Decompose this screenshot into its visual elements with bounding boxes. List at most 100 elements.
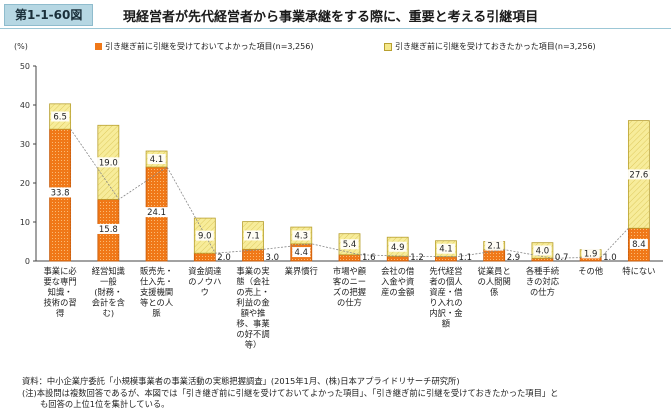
data-label-bg-series1 (48, 187, 72, 198)
x-category-label: 事業に必 (44, 266, 78, 276)
data-label-bg-series2 (533, 245, 552, 256)
x-category-label: 入金や資 (381, 277, 414, 287)
data-label-series2: 27.6 (629, 170, 648, 180)
x-category-label: 産の金額 (381, 287, 414, 297)
y-tick-label: 50 (20, 62, 30, 71)
x-category-label: 係 (490, 287, 498, 297)
figure-number: 第1-1-60図 (4, 4, 94, 26)
legend-item-series2: 引き継ぎ前に引継を受けておきたかった項目(n=3,256) (384, 41, 596, 52)
legend-swatch-series1 (95, 43, 102, 50)
data-label-series1: 1.2 (410, 253, 424, 263)
data-label-bg-series2 (51, 111, 70, 122)
x-category-label: ウ (201, 287, 209, 297)
y-tick-label: 40 (20, 101, 30, 110)
x-category-label: 脈 (152, 308, 160, 318)
x-category-label: 額 (442, 319, 450, 329)
data-label-series1: 4.4 (295, 248, 309, 258)
x-category-label: 要な専門 (44, 277, 77, 287)
data-label-series1: 33.8 (51, 188, 70, 198)
bar-series1 (386, 255, 409, 262)
data-label-series2: 2.1 (487, 242, 501, 252)
x-category-label: ズの把握 (333, 287, 366, 297)
x-category-label: 一般 (100, 277, 117, 287)
data-label-series1: 1.0 (603, 253, 617, 263)
data-label-bg-series2 (96, 157, 120, 168)
data-label-series1: 3.0 (266, 253, 280, 263)
data-label-series2: 19.0 (99, 158, 118, 168)
footnote-line-1: (注)本設問は複数回答であるが、本図では「引き継ぎ前に引継を受けておいてよかった… (22, 388, 559, 398)
x-category-label: 技術の習 (44, 298, 77, 308)
x-category-label: 仕入先・ (140, 277, 173, 287)
data-label-series1: 8.4 (632, 240, 646, 250)
x-category-label: 得 (56, 308, 64, 318)
x-category-label: 支援機関 (140, 287, 173, 297)
y-tick-label: 20 (20, 179, 30, 188)
x-category-label: 資産・借 (429, 287, 463, 297)
x-category-label: 業界慣行 (285, 266, 318, 276)
x-category-label: 事業の実 (236, 266, 269, 276)
x-category-label: の仕方 (530, 287, 555, 297)
data-label-bg-series1 (96, 223, 120, 234)
data-label-series2: 4.9 (391, 243, 405, 253)
x-category-label: その他 (578, 266, 603, 276)
series1-trend-line (70, 128, 629, 259)
y-tick-label: 0 (25, 257, 30, 266)
x-category-label: (財務・ (94, 287, 122, 297)
x-category-label: 会計を含 (92, 298, 126, 308)
data-label-bg-series2 (292, 230, 311, 241)
data-label-bg-series1 (145, 207, 169, 218)
x-category-label: 額や推 (241, 308, 266, 318)
x-category-label: の人間関 (478, 277, 511, 287)
data-label-series1: 0.7 (555, 253, 569, 263)
x-category-label: の好不調 (236, 329, 269, 339)
header-divider (0, 28, 671, 29)
x-category-label: 移、事業 (236, 319, 269, 329)
data-label-series1: 24.1 (147, 208, 166, 218)
data-label-series2: 5.4 (343, 240, 357, 250)
x-category-label: の仕方 (337, 298, 362, 308)
bar-series1 (435, 256, 457, 262)
figure-header: 第1-1-60図 現経営者が先代経営者から事業承継をする際に、重要と考える引継項… (0, 0, 671, 28)
x-category-label: 客のニー (333, 277, 366, 287)
data-label-series2: 7.1 (246, 231, 260, 241)
x-category-label: 従業員と (478, 266, 511, 276)
x-category-label: 販売先・ (140, 266, 173, 276)
x-category-label: 者の個人 (429, 277, 462, 287)
legend-label-series1: 引き継ぎ前に引継を受けておいてよかった項目(n=3,256) (105, 42, 314, 51)
x-category-label: きの対応 (526, 277, 560, 287)
legend-item-series1: 引き継ぎ前に引継を受けておいてよかった項目(n=3,256) (95, 41, 313, 52)
source-note: 資料：中小企業庁委託「小規模事業者の事業活動の実態把握調査」(2015年1月、(… (22, 376, 460, 386)
x-category-label: 各種手続 (526, 266, 560, 276)
data-label-bg-series2 (195, 230, 214, 241)
stacked-bar-chart: 0 10 20 30 40 50 6.5 33.8 19.0 15.8 4.1 24.1 9.0 2.0 7… (20, 62, 663, 350)
data-label-bg-series1 (292, 247, 311, 258)
bar-series1 (338, 254, 361, 262)
x-category-label: 利益の金 (236, 298, 270, 308)
x-category-label: 会社の借 (381, 266, 415, 276)
data-label-series2: 9.0 (198, 232, 212, 242)
legend-swatch-series2 (384, 42, 392, 51)
data-label-series2: 4.1 (439, 245, 453, 255)
x-category-label: 資金調達 (188, 266, 221, 276)
x-category-label: む) (103, 308, 115, 318)
x-category-label: 態（会社 (236, 277, 269, 287)
data-label-series1: 2.9 (507, 253, 521, 263)
data-label-series1: 1.1 (458, 253, 472, 263)
x-category-label: 経営知識 (92, 266, 125, 276)
bar-series1 (193, 252, 216, 262)
legend-label-series2: 引き継ぎ前に引継を受けておきたかった項目(n=3,256) (395, 42, 596, 51)
data-label-series2: 6.5 (53, 113, 67, 123)
data-label-series1: 2.0 (217, 253, 231, 263)
data-label-series2: 4.3 (295, 231, 309, 241)
x-category-label: 市場や顧 (333, 266, 366, 276)
y-tick-label: 10 (20, 218, 30, 227)
data-label-bg-series2 (436, 243, 455, 254)
data-label-bg-series2 (147, 154, 166, 165)
data-label-series2: 4.1 (150, 155, 164, 165)
y-tick-label: 30 (20, 140, 30, 149)
data-label-bg-series2 (627, 169, 651, 180)
data-label-bg-series2 (485, 240, 504, 251)
data-label-bg-series2 (340, 239, 359, 250)
data-label-bg-series2 (581, 248, 600, 259)
x-category-label: の売上・ (236, 287, 269, 297)
